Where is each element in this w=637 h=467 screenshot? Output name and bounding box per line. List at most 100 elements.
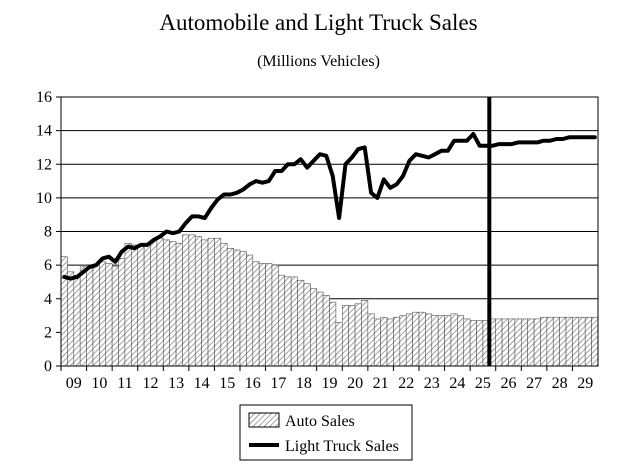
auto-sales-bar: [207, 237, 215, 367]
auto-sales-bar: [303, 283, 311, 367]
auto-sales-bar: [79, 266, 87, 367]
auto-sales-bar: [278, 274, 286, 367]
auto-sales-bar: [399, 315, 407, 367]
x-tick-label-22: 22: [398, 375, 414, 392]
chart-title: Automobile and Light Truck Sales: [159, 10, 478, 35]
auto-sales-bar: [239, 251, 247, 367]
auto-sales-bar: [348, 305, 356, 367]
auto-sales-bar: [463, 318, 471, 367]
auto-sales-bar: [501, 318, 509, 367]
x-tick-label-19: 19: [322, 375, 338, 392]
auto-sales-bar: [578, 316, 586, 367]
auto-sales-bar: [514, 318, 522, 367]
auto-sales-bar: [246, 254, 254, 367]
x-tick-label-15: 15: [219, 375, 235, 392]
x-tick-label-29: 29: [577, 375, 593, 392]
auto-sales-bar: [73, 274, 81, 367]
legend-label-light-truck-sales: Light Truck Sales: [285, 438, 399, 455]
auto-sales-bar: [182, 234, 190, 367]
y-tick-label-2: 2: [44, 324, 52, 341]
x-tick-label-16: 16: [245, 375, 261, 392]
auto-sales-bar: [380, 316, 388, 367]
auto-sales-bar: [565, 316, 573, 367]
auto-sales-bar: [476, 320, 484, 367]
legend-label-auto-sales: Auto Sales: [285, 413, 355, 430]
light-truck-sales-line-group: [62, 97, 597, 366]
auto-sales-bar: [533, 318, 541, 367]
auto-sales-bar: [341, 305, 349, 367]
auto-sales-bar: [572, 316, 580, 367]
auto-sales-bar: [431, 315, 439, 367]
x-tick-label-27: 27: [526, 375, 542, 392]
auto-sales-bar: [546, 316, 554, 367]
auto-sales-bar: [297, 279, 305, 367]
auto-sales-bar: [271, 264, 279, 367]
y-tick-label-6: 6: [44, 257, 52, 274]
auto-sales-bar: [329, 301, 337, 367]
auto-sales-bar: [143, 242, 151, 367]
auto-sales-bar: [290, 276, 298, 367]
y-tick-label-12: 12: [36, 156, 52, 173]
x-tick-label-12: 12: [143, 375, 159, 392]
auto-sales-bar: [444, 315, 452, 367]
auto-sales-bar: [552, 316, 560, 367]
auto-sales-bar: [60, 256, 68, 367]
auto-sales-bar: [226, 248, 234, 367]
x-tick-label-20: 20: [347, 375, 363, 392]
auto-sales-bar: [527, 318, 535, 367]
auto-sales-bar: [194, 236, 202, 367]
y-tick-label-14: 14: [36, 123, 52, 140]
auto-sales-bar: [367, 313, 375, 367]
legend: Auto Sales Light Truck Sales: [239, 404, 413, 461]
auto-sales-bar: [118, 258, 126, 367]
y-tick-label-10: 10: [36, 190, 52, 207]
auto-sales-bar: [86, 268, 94, 367]
auto-sales-bar: [322, 295, 330, 367]
auto-sales-bar: [156, 237, 164, 367]
auto-sales-bar: [188, 234, 196, 367]
auto-sales-bar: [361, 300, 369, 367]
auto-sales-bar: [469, 320, 477, 367]
auto-sales-bar: [405, 313, 413, 367]
auto-sales-bar: [284, 276, 292, 367]
x-tick-label-14: 14: [194, 375, 210, 392]
auto-sales-bar: [233, 249, 241, 367]
auto-sales-bars: [60, 234, 599, 367]
x-tick-label-18: 18: [296, 375, 312, 392]
auto-sales-bar: [131, 244, 139, 367]
x-tick-label-11: 11: [117, 375, 132, 392]
auto-sales-bar: [495, 318, 503, 367]
auto-sales-bar: [310, 288, 318, 367]
auto-sales-bar: [258, 263, 266, 367]
auto-sales-bar: [335, 321, 343, 367]
auto-sales-bar: [214, 237, 222, 367]
x-tick-label-09: 09: [66, 375, 82, 392]
auto-sales-bar: [99, 261, 107, 367]
auto-sales-bar: [412, 311, 420, 367]
auto-sales-bar: [92, 264, 100, 367]
auto-sales-bar: [591, 316, 599, 367]
auto-sales-bar: [124, 242, 132, 367]
y-tick-label-16: 16: [36, 89, 52, 106]
auto-sales-bar: [386, 318, 394, 367]
auto-sales-bar: [150, 239, 158, 367]
auto-sales-bar: [373, 318, 381, 367]
y-tick-label-4: 4: [44, 291, 52, 308]
auto-sales-bar: [540, 316, 548, 367]
auto-sales-bar: [169, 241, 177, 367]
auto-sales-bar: [265, 263, 273, 367]
x-tick-label-24: 24: [449, 375, 465, 392]
x-tick-label-17: 17: [270, 375, 286, 392]
auto-sales-bar: [105, 263, 113, 367]
chart-subtitle: (Millions Vehicles): [257, 53, 380, 70]
auto-sales-bar: [584, 316, 592, 367]
auto-sales-bar: [354, 303, 362, 367]
auto-sales-bar: [457, 315, 465, 367]
auto-sales-bar: [450, 313, 458, 367]
auto-sales-bar: [437, 315, 445, 367]
y-tick-label-0: 0: [44, 358, 52, 375]
x-tick-label-21: 21: [373, 375, 389, 392]
x-tick-label-25: 25: [475, 375, 491, 392]
auto-sales-bar: [316, 291, 324, 367]
